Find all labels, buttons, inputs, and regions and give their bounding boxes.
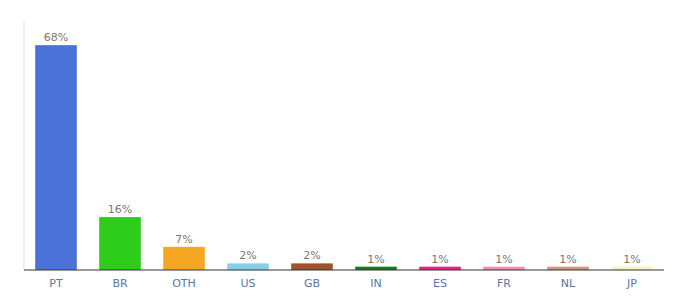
bars [35, 45, 653, 270]
data-label: 1% [559, 253, 576, 266]
x-tick-label: PT [49, 277, 63, 290]
data-label: 1% [431, 253, 448, 266]
x-tick-label: GB [304, 277, 320, 290]
x-tick-label: NL [561, 277, 576, 290]
bar [35, 45, 77, 270]
x-tick-label: FR [497, 277, 511, 290]
data-label: 1% [623, 253, 640, 266]
data-label: 2% [239, 249, 256, 262]
x-tick-label: OTH [172, 277, 196, 290]
x-tick-label: IN [370, 277, 381, 290]
data-label: 7% [175, 233, 192, 246]
bar [163, 247, 205, 270]
bar [99, 217, 141, 270]
y-axis-line [24, 22, 25, 270]
chart-container: 68% 16% 7% 2% 2% 1% 1% 1% 1% 1% PT BR OTH US GB IN ES FR N… [0, 0, 680, 300]
x-tick-labels: PT BR OTH US GB IN ES FR NL JP [49, 277, 637, 290]
x-tick-label: US [240, 277, 255, 290]
data-label: 68% [44, 31, 68, 44]
data-label: 16% [108, 203, 132, 216]
x-tick-label: JP [626, 277, 637, 290]
x-tick-label: BR [112, 277, 128, 290]
data-labels: 68% 16% 7% 2% 2% 1% 1% 1% 1% 1% [44, 31, 641, 266]
x-tick-label: ES [433, 277, 447, 290]
x-axis-line [24, 269, 664, 270]
bar [227, 263, 269, 270]
data-label: 1% [367, 253, 384, 266]
bar [291, 263, 333, 270]
data-label: 2% [303, 249, 320, 262]
data-label: 1% [495, 253, 512, 266]
chart: 68% 16% 7% 2% 2% 1% 1% 1% 1% 1% PT BR OTH US GB IN ES FR N… [0, 0, 680, 300]
